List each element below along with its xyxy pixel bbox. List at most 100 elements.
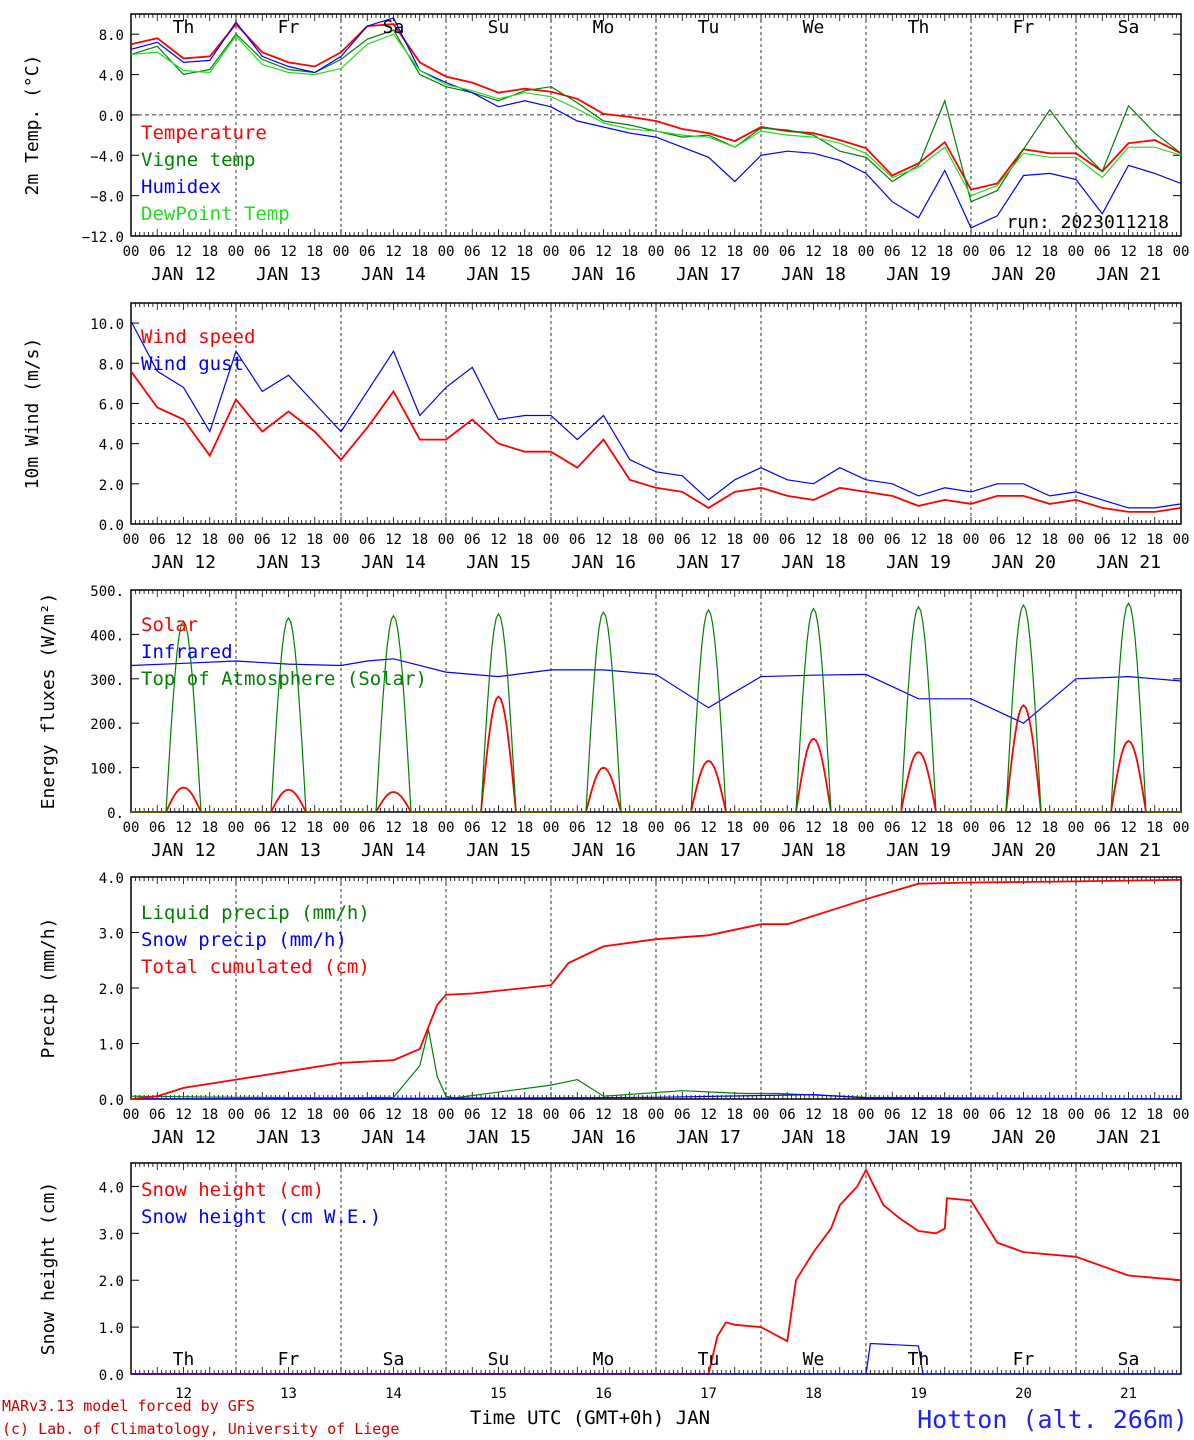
hour-tick-label: 06: [254, 820, 271, 836]
series-line-snow-height-cm-w-e: [131, 1342, 1181, 1375]
hour-tick-label: 18: [306, 820, 323, 836]
y-tick-label: 100.: [90, 762, 124, 778]
hour-tick-label: 00: [543, 532, 560, 548]
date-label: JAN 20: [991, 1127, 1056, 1148]
legend-entry: Wind speed: [141, 326, 255, 348]
hour-tick-label: 06: [1094, 532, 1111, 548]
hour-tick-label: 06: [569, 244, 586, 260]
hour-tick-label: 00: [858, 244, 875, 260]
hour-tick-label: 06: [464, 244, 481, 260]
hour-tick-label: 18: [516, 532, 533, 548]
y-tick-label: −8.0: [90, 190, 124, 206]
y-tick-label: 2.0: [99, 982, 124, 998]
date-label: JAN 13: [256, 1127, 321, 1148]
legend-entry: Snow height (cm W.E.): [141, 1206, 381, 1228]
hour-tick-label: 06: [254, 1107, 271, 1123]
hour-tick-label: 06: [674, 820, 691, 836]
hour-tick-label: 00: [963, 1107, 980, 1123]
weekday-label: Tu: [698, 1349, 720, 1370]
hour-tick-label: 12: [1120, 820, 1137, 836]
hour-tick-label: 18: [411, 1107, 428, 1123]
hour-tick-label: 18: [1041, 1107, 1058, 1123]
weekday-label: Sa: [383, 1349, 405, 1370]
panel-3: 0. 100. 200. 300. 400. 500. Energy fluxes (W/m…: [38, 584, 1189, 861]
weekday-label: Sa: [1118, 17, 1140, 38]
date-label: JAN 12: [151, 1127, 216, 1148]
date-label: JAN 17: [676, 1127, 741, 1148]
weekday-label: Fr: [1013, 1349, 1035, 1370]
legend-entry: Vigne temp: [141, 149, 255, 171]
y-tick-label: 6.0: [99, 397, 124, 413]
hour-tick-label: 18: [726, 1107, 743, 1123]
hour-tick-label: 00: [1173, 532, 1190, 548]
panel-4: 0.0 1.0 2.0 3.0 4.0 Precip (mm/h) Liquid preci…: [38, 871, 1189, 1148]
hour-tick-label: 12: [490, 1107, 507, 1123]
day-number-label: 19: [910, 1386, 927, 1402]
hour-tick-label: 06: [359, 532, 376, 548]
hour-tick-label: 06: [359, 244, 376, 260]
hour-tick-label: 18: [621, 532, 638, 548]
weekday-label: Mo: [593, 17, 615, 38]
hour-tick-label: 12: [1120, 532, 1137, 548]
hour-tick-label: 00: [963, 532, 980, 548]
hour-tick-label: 18: [306, 244, 323, 260]
hour-tick-label: 12: [280, 820, 297, 836]
hour-tick-label: 12: [910, 820, 927, 836]
hour-tick-label: 12: [1015, 532, 1032, 548]
hour-tick-label: 12: [805, 244, 822, 260]
y-tick-label: 1.0: [99, 1321, 124, 1337]
hour-tick-label: 00: [1068, 244, 1085, 260]
hour-tick-label: 06: [359, 1107, 376, 1123]
hour-tick-label: 00: [648, 532, 665, 548]
date-label: JAN 14: [361, 264, 426, 285]
y-tick-label: 4.0: [99, 438, 124, 454]
hour-tick-label: 18: [831, 1107, 848, 1123]
hour-tick-label: 00: [1068, 820, 1085, 836]
hour-tick-label: 18: [201, 244, 218, 260]
hour-tick-label: 00: [753, 532, 770, 548]
day-number-label: 13: [280, 1386, 297, 1402]
y-tick-label: 4.0: [99, 1180, 124, 1196]
date-label: JAN 21: [1096, 1127, 1161, 1148]
series-line-snow-precip-mm-h: [130, 1093, 1182, 1100]
hour-tick-label: 06: [1094, 820, 1111, 836]
hour-tick-label: 00: [753, 244, 770, 260]
y-tick-label: 0.0: [99, 109, 124, 125]
legend-entry: Wind gust: [141, 353, 244, 375]
legend-entry: Snow height (cm): [141, 1179, 324, 1201]
hour-tick-label: 06: [254, 244, 271, 260]
day-number-label: 20: [1015, 1386, 1032, 1402]
hour-tick-label: 12: [910, 244, 927, 260]
hour-tick-label: 18: [726, 820, 743, 836]
y-axis-title: Precip (mm/h): [38, 918, 59, 1059]
hour-tick-label: 18: [1146, 244, 1163, 260]
hour-tick-label: 12: [385, 1107, 402, 1123]
hour-tick-label: 18: [936, 532, 953, 548]
hour-tick-label: 12: [1120, 1107, 1137, 1123]
hour-tick-label: 18: [936, 820, 953, 836]
hour-tick-label: 06: [989, 244, 1006, 260]
y-axis-title: 2m Temp. (°C): [22, 55, 43, 196]
panel-5: 0.0 1.0 2.0 3.0 4.0 Snow height (cm) Snow heig…: [38, 1162, 1182, 1402]
hour-tick-label: 06: [569, 532, 586, 548]
hour-tick-label: 06: [884, 244, 901, 260]
y-axis-title: Energy fluxes (W/m²): [38, 593, 59, 810]
y-tick-label: 4.0: [99, 69, 124, 85]
weekday-label: We: [803, 1349, 825, 1370]
hour-tick-label: 12: [490, 532, 507, 548]
hour-tick-label: 00: [858, 820, 875, 836]
y-tick-label: 400.: [90, 628, 124, 644]
y-tick-label: 200.: [90, 717, 124, 733]
series-line-dewpoint-temp: [130, 33, 1182, 197]
day-number-label: 16: [595, 1386, 612, 1402]
hour-tick-label: 18: [831, 244, 848, 260]
legend-entry: Total cumulated (cm): [141, 956, 370, 978]
weekday-label: Th: [173, 1349, 195, 1370]
hour-tick-label: 00: [123, 532, 140, 548]
series-line-top-of-atmosphere-solar: [131, 602, 1181, 813]
series-line-humidex: [130, 17, 1182, 229]
hour-tick-label: 00: [438, 244, 455, 260]
hour-tick-label: 12: [385, 532, 402, 548]
date-label: JAN 18: [781, 552, 846, 573]
